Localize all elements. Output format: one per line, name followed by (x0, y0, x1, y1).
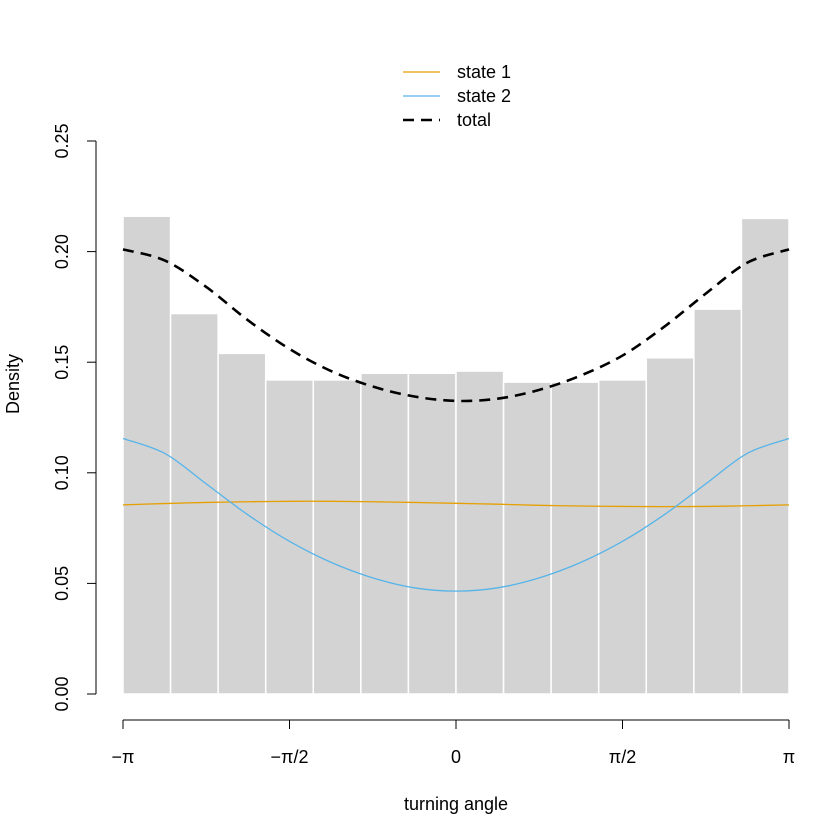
density-curves (122, 248, 790, 592)
histogram-bar (217, 352, 267, 695)
histogram-bar (597, 379, 648, 695)
histogram-bar (693, 308, 743, 695)
legend-label: state 1 (457, 62, 511, 82)
y-tick-label: 0.20 (52, 234, 72, 269)
histogram-bars (122, 215, 790, 695)
histogram-bar (550, 381, 600, 695)
x-tick-label: −π (112, 747, 135, 767)
legend-label: state 2 (457, 86, 511, 106)
legend: state 1 state 2 total (403, 62, 511, 130)
histogram-bar (360, 372, 410, 695)
histogram-bar (312, 379, 362, 695)
legend-label: total (457, 110, 491, 130)
histogram-bar (645, 357, 695, 695)
x-tick-label: π (783, 747, 795, 767)
x-tick-label: π/2 (609, 747, 636, 767)
x-axis: −π −π/2 0 π/2 π (112, 719, 795, 767)
histogram-bar (407, 372, 457, 695)
x-axis-title: turning angle (404, 794, 508, 814)
histogram-bar (264, 379, 315, 695)
x-tick-label: −π/2 (271, 747, 309, 767)
y-tick-label: 0.25 (52, 123, 72, 158)
histogram-bar (502, 381, 552, 695)
y-tick-label: 0.10 (52, 455, 72, 490)
x-tick-label: 0 (451, 747, 461, 767)
histogram-bar (740, 217, 790, 695)
y-tick-label: 0.15 (52, 345, 72, 380)
histogram-bar (455, 370, 505, 695)
series-line-state-2 (122, 437, 790, 592)
series-line-total (122, 248, 790, 403)
y-tick-label: 0.00 (52, 676, 72, 711)
y-axis-title: Density (3, 354, 23, 414)
y-axis: 0.00 0.05 0.10 0.15 0.20 0.25 (52, 123, 97, 712)
histogram-bar (122, 215, 172, 695)
y-tick-label: 0.05 (52, 566, 72, 601)
